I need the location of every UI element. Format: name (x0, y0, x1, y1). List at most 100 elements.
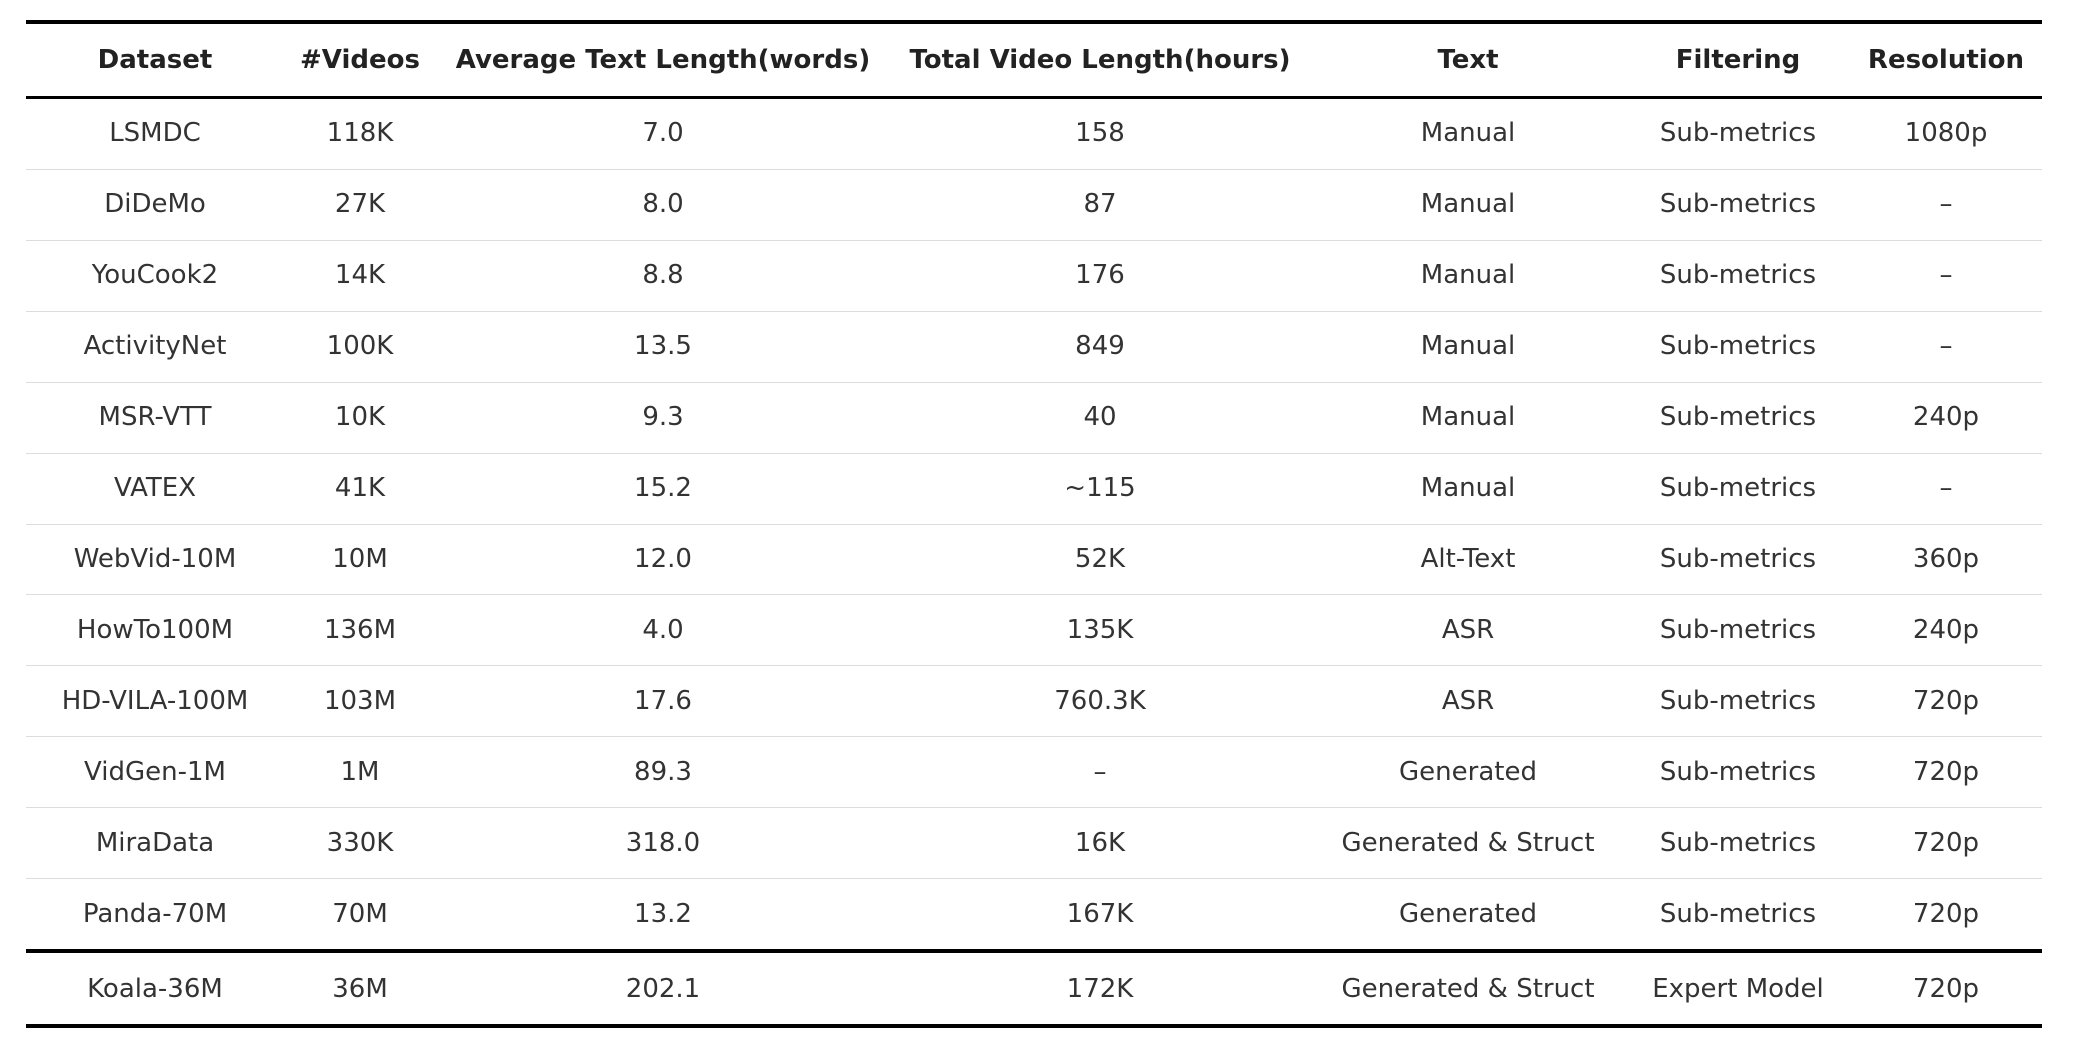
table-cell: 720p (1912, 827, 1980, 858)
table-cell: Sub-metrics (1659, 118, 1817, 149)
table-cell: 15.2 (634, 473, 692, 504)
table-cell: Sub-metrics (1659, 260, 1817, 291)
row-divider (26, 168, 2042, 170)
table-cell: MSR-VTT (98, 402, 212, 433)
table-cell: – (1939, 331, 1953, 362)
table-cell: 16K (1074, 827, 1126, 858)
row-divider (26, 594, 2042, 596)
table-cell: Panda-70M (82, 898, 228, 929)
table-cell: 135K (1066, 614, 1134, 645)
table-cell: Alt-Text (1420, 543, 1516, 574)
table-cell: 760.3K (1054, 685, 1146, 716)
table-cell: Manual (1420, 118, 1516, 149)
table-cell: Sub-metrics (1659, 756, 1817, 787)
table-cell: ASR (1441, 614, 1495, 645)
table-cell: ~115 (1064, 473, 1136, 504)
header-cell: Total Video Length(hours) (909, 45, 1291, 75)
table-cell: 41K (334, 473, 386, 504)
table-cell: Sub-metrics (1659, 331, 1817, 362)
table-cell: 1M (340, 756, 380, 787)
table-cell: Sub-metrics (1659, 543, 1817, 574)
table-cell: – (1093, 756, 1107, 787)
table-cell: – (1939, 189, 1953, 220)
table-cell: Sub-metrics (1659, 189, 1817, 220)
table-cell: 1080p (1904, 118, 1988, 149)
table-cell: 318.0 (625, 827, 701, 858)
table-cell: 720p (1912, 756, 1980, 787)
table-cell: 10K (334, 402, 386, 433)
bottom-rule (26, 1024, 2042, 1028)
table-cell: Manual (1420, 402, 1516, 433)
table-cell: 118K (326, 118, 394, 149)
table-cell: 136M (323, 614, 397, 645)
table-cell: 52K (1074, 543, 1126, 574)
table-cell: Generated & Struct (1341, 974, 1595, 1004)
table-cell: 89.3 (634, 756, 692, 787)
header-cell: Text (1437, 45, 1499, 75)
table-cell: Generated (1399, 898, 1537, 929)
row-divider (26, 381, 2042, 383)
table-cell: Manual (1420, 473, 1516, 504)
table-cell: – (1939, 260, 1953, 291)
table-cell: 70M (332, 898, 388, 929)
table-cell: Manual (1420, 189, 1516, 220)
table-cell: Sub-metrics (1659, 473, 1817, 504)
table-cell: 330K (326, 827, 394, 858)
table-cell: 172K (1066, 974, 1134, 1004)
table-cell: HowTo100M (76, 614, 234, 645)
table-cell: 7.0 (642, 118, 684, 149)
header-rule (26, 96, 2042, 99)
row-divider (26, 310, 2042, 312)
table-cell: Sub-metrics (1659, 898, 1817, 929)
table-cell: 103M (323, 685, 397, 716)
table-cell: Koala-36M (87, 974, 223, 1004)
table-cell: Generated (1399, 756, 1537, 787)
table-cell: 849 (1075, 331, 1125, 362)
table-cell: Sub-metrics (1659, 402, 1817, 433)
header-cell: Average Text Length(words) (455, 45, 871, 75)
table-cell: 36M (332, 974, 388, 1004)
table-cell: 27K (334, 189, 386, 220)
table-cell: 87 (1083, 189, 1117, 220)
table-cell: VidGen-1M (84, 756, 226, 787)
table-cell: 720p (1912, 898, 1980, 929)
row-divider (26, 665, 2042, 667)
table-cell: 240p (1912, 614, 1980, 645)
table-cell: 17.6 (634, 685, 692, 716)
table-cell: 720p (1912, 974, 1980, 1004)
top-rule (26, 20, 2042, 24)
row-divider (26, 878, 2042, 880)
table-cell: DiDeMo (104, 189, 206, 220)
row-divider (26, 452, 2042, 454)
table-cell: Manual (1420, 331, 1516, 362)
table-cell: 12.0 (634, 543, 692, 574)
table-cell: 9.3 (642, 402, 684, 433)
table-cell: LSMDC (109, 118, 201, 149)
header-cell: Filtering (1675, 45, 1801, 75)
mid-rule (26, 949, 2042, 953)
table-cell: Expert Model (1652, 974, 1824, 1004)
table-cell: 14K (334, 260, 386, 291)
table-cell: Sub-metrics (1659, 827, 1817, 858)
table-cell: ASR (1441, 685, 1495, 716)
table-cell: WebVid-10M (73, 543, 237, 574)
table-cell: 100K (326, 331, 394, 362)
table-cell: – (1939, 473, 1953, 504)
table-cell: 720p (1912, 685, 1980, 716)
table-cell: ActivityNet (83, 331, 227, 362)
table-cell: 360p (1912, 543, 1980, 574)
header-cell: #Videos (300, 45, 420, 75)
table-cell: 4.0 (642, 614, 684, 645)
table-cell: Generated & Struct (1341, 827, 1595, 858)
table-cell: 10M (332, 543, 388, 574)
table-cell: 240p (1912, 402, 1980, 433)
row-divider (26, 523, 2042, 525)
table-cell: 8.0 (642, 189, 684, 220)
table-cell: 176 (1075, 260, 1125, 291)
table-cell: 158 (1075, 118, 1125, 149)
table-cell: VATEX (113, 473, 197, 504)
row-divider (26, 807, 2042, 809)
table-cell: 202.1 (625, 974, 701, 1004)
table-cell: MiraData (95, 827, 215, 858)
